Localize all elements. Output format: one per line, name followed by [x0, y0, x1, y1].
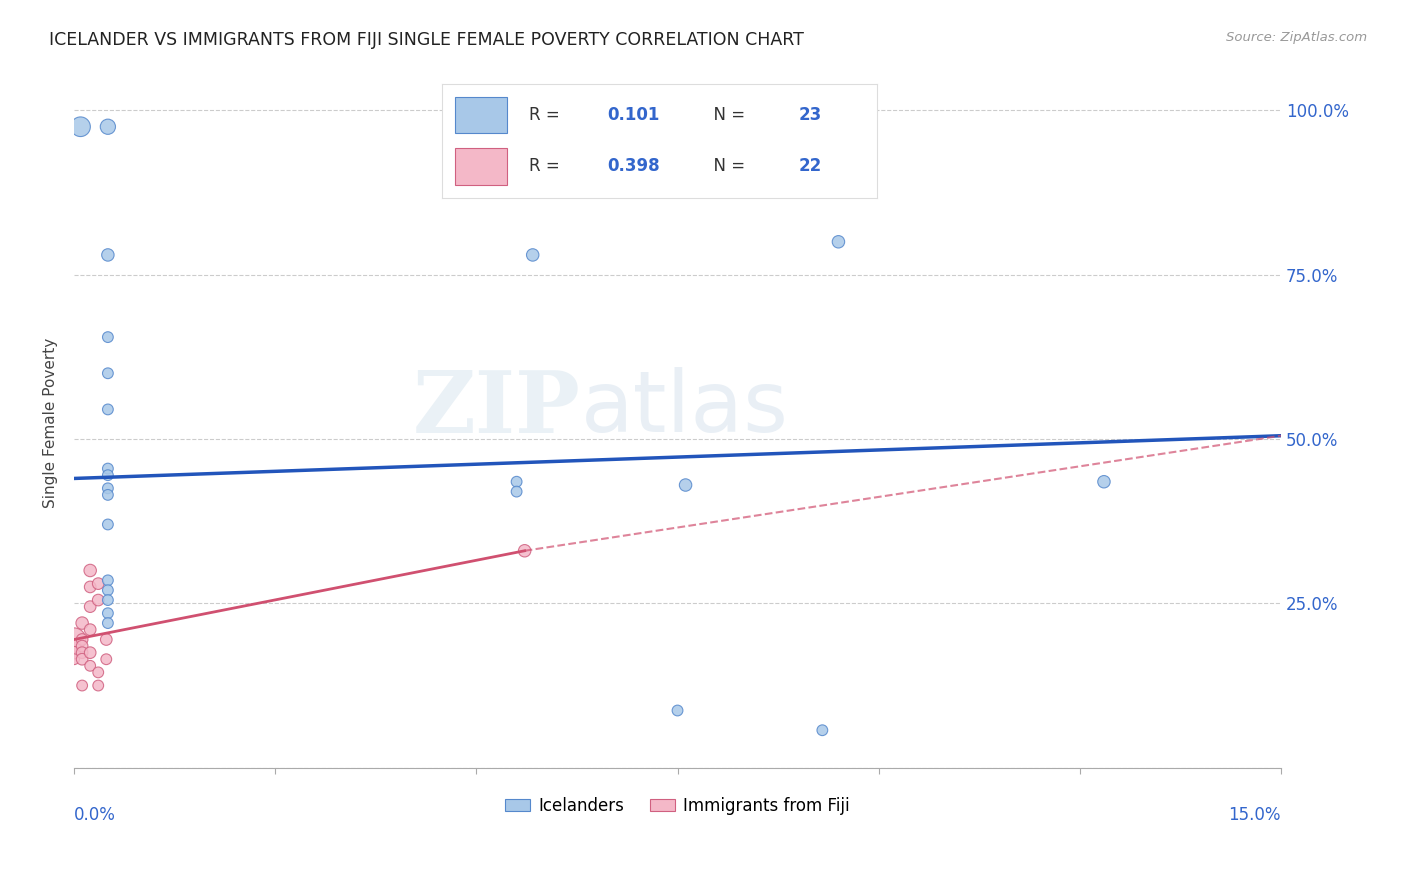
Point: [79, 623, 101, 637]
Point: [97, 481, 120, 495]
Point: [97, 248, 120, 262]
Point: [97, 468, 120, 483]
Point: [70, 632, 93, 647]
Point: [97, 120, 120, 134]
Point: [79, 646, 101, 660]
Point: [522, 248, 544, 262]
Point: [97, 574, 120, 588]
Point: [827, 235, 849, 249]
Text: atlas: atlas: [581, 368, 789, 450]
Point: [87, 665, 110, 680]
Y-axis label: Single Female Poverty: Single Female Poverty: [44, 337, 58, 508]
Point: [1092, 475, 1115, 489]
Point: [63, 652, 86, 666]
Point: [79, 599, 101, 614]
Point: [79, 658, 101, 673]
Point: [513, 543, 536, 558]
Point: [97, 330, 120, 344]
Point: [97, 606, 120, 620]
Point: [63, 632, 86, 647]
Point: [505, 475, 527, 489]
Point: [97, 402, 120, 417]
Point: [97, 366, 120, 380]
Point: [63, 646, 86, 660]
Point: [522, 120, 544, 134]
Point: [96, 632, 118, 647]
Point: [87, 576, 110, 591]
Point: [675, 478, 697, 492]
Text: 15.0%: 15.0%: [1229, 805, 1281, 823]
Point: [97, 488, 120, 502]
Point: [70, 639, 93, 653]
Point: [97, 461, 120, 475]
Point: [70, 652, 93, 666]
Point: [87, 593, 110, 607]
Point: [87, 679, 110, 693]
Point: [70, 646, 93, 660]
Point: [79, 580, 101, 594]
Point: [666, 704, 689, 718]
Text: ZIP: ZIP: [413, 367, 581, 450]
Point: [811, 723, 834, 738]
Point: [97, 593, 120, 607]
Legend: Icelanders, Immigrants from Fiji: Icelanders, Immigrants from Fiji: [499, 790, 856, 822]
Point: [63, 639, 86, 653]
Text: ICELANDER VS IMMIGRANTS FROM FIJI SINGLE FEMALE POVERTY CORRELATION CHART: ICELANDER VS IMMIGRANTS FROM FIJI SINGLE…: [49, 31, 804, 49]
Text: Source: ZipAtlas.com: Source: ZipAtlas.com: [1226, 31, 1367, 45]
Point: [505, 484, 527, 499]
Point: [97, 616, 120, 631]
Point: [79, 564, 101, 578]
Point: [70, 679, 93, 693]
Point: [69, 120, 91, 134]
Point: [97, 517, 120, 532]
Text: 0.0%: 0.0%: [75, 805, 115, 823]
Point: [97, 583, 120, 598]
Point: [70, 616, 93, 631]
Point: [96, 652, 118, 666]
